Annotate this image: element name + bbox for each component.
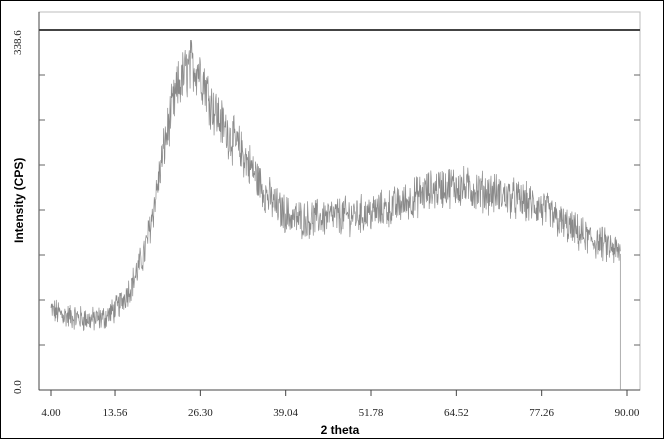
- y-ticks: [39, 74, 640, 346]
- x-tick-label: 90.00: [615, 407, 640, 419]
- x-tick-label: 13.56: [103, 407, 128, 419]
- diffraction-series-line: [50, 40, 621, 332]
- y-tick-label-0: 0.0: [12, 380, 24, 394]
- x-tick-label: 51.78: [359, 407, 384, 419]
- x-tick-label: 4.00: [41, 407, 61, 419]
- x-tick-label: 39.04: [273, 407, 298, 419]
- x-tick-label: 64.52: [444, 407, 469, 419]
- y-tick-label-338.6: 338.6: [12, 30, 24, 55]
- x-ticks: 4.00 13.56 26.30 39.04 51.78 64.52 77.26 90.00: [41, 390, 640, 419]
- x-tick-label: 26.30: [188, 407, 213, 419]
- plot-area: [38, 11, 641, 391]
- y-axis-title: Intensity (CPS): [12, 158, 26, 243]
- x-axis-title: 2 theta: [321, 423, 360, 437]
- series-group: [50, 40, 621, 390]
- x-tick-label: 77.26: [529, 407, 554, 419]
